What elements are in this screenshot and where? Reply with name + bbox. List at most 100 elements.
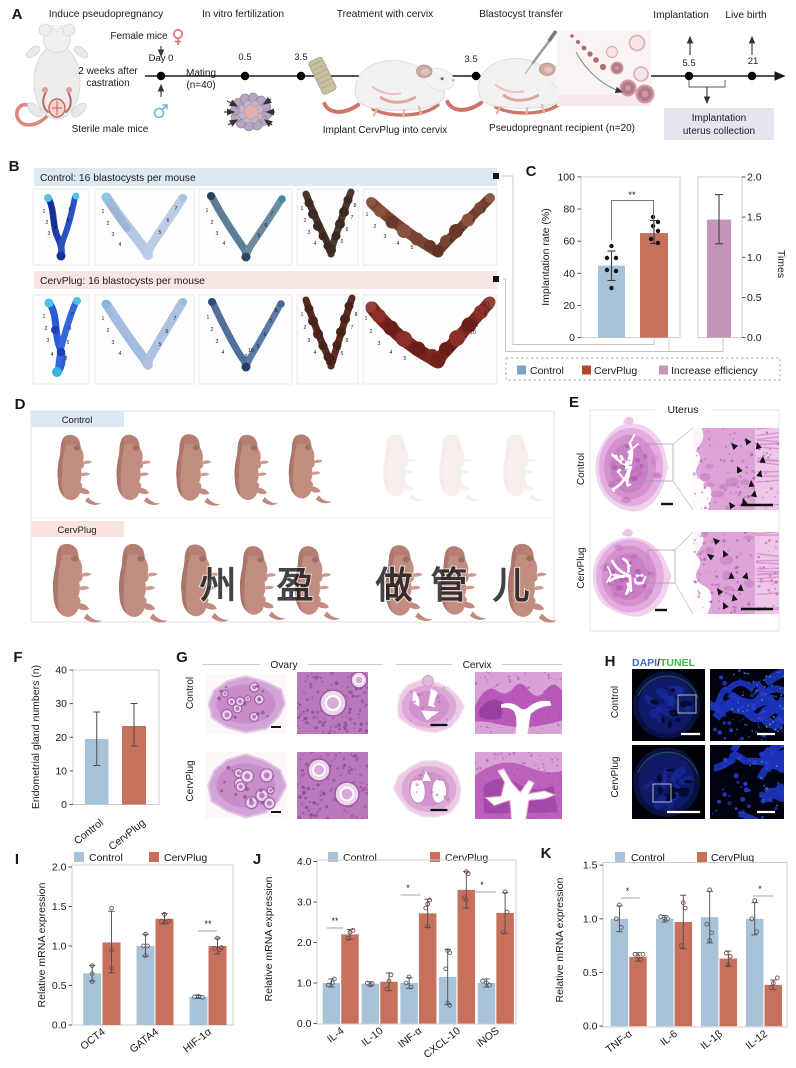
- svg-text:F: F: [13, 649, 22, 666]
- svg-text:3: 3: [308, 338, 311, 344]
- svg-text:CervPlug: CervPlug: [164, 852, 207, 864]
- svg-text:4: 4: [390, 350, 393, 356]
- svg-text:4: 4: [314, 241, 317, 247]
- svg-text:10: 10: [55, 765, 67, 777]
- svg-text:8: 8: [65, 356, 68, 362]
- svg-text:Control: Control: [62, 415, 93, 426]
- svg-text:5: 5: [67, 218, 70, 224]
- svg-text:*: *: [480, 880, 484, 890]
- svg-text:0.5: 0.5: [52, 980, 67, 992]
- svg-text:8: 8: [452, 346, 455, 352]
- svg-text:4: 4: [397, 241, 400, 247]
- svg-text:1.5: 1.5: [52, 901, 67, 913]
- svg-text:100: 100: [557, 171, 575, 183]
- svg-text:Control: Control: [89, 852, 123, 864]
- svg-text:6: 6: [69, 207, 72, 213]
- svg-text:1: 1: [301, 312, 304, 318]
- svg-text:7: 7: [351, 215, 354, 221]
- svg-text:Implantation: Implantation: [692, 113, 746, 124]
- svg-text:8: 8: [355, 312, 358, 318]
- svg-text:2: 2: [370, 329, 373, 335]
- svg-text:6: 6: [166, 329, 169, 335]
- svg-text:3: 3: [216, 231, 219, 237]
- svg-text:4: 4: [119, 242, 122, 248]
- svg-text:0: 0: [569, 332, 575, 344]
- svg-text:Female mice: Female mice: [110, 31, 168, 42]
- svg-text:7: 7: [465, 336, 468, 342]
- svg-text:0.0: 0.0: [583, 1021, 598, 1033]
- svg-text:8: 8: [354, 203, 357, 209]
- svg-text:6: 6: [346, 338, 349, 344]
- svg-text:A: A: [12, 6, 23, 23]
- svg-text:2: 2: [304, 218, 307, 224]
- svg-text:(n=40): (n=40): [186, 80, 215, 91]
- svg-text:0.5: 0.5: [238, 52, 251, 63]
- svg-text:8: 8: [450, 238, 453, 244]
- svg-text:4: 4: [51, 352, 54, 358]
- svg-text:60: 60: [563, 236, 575, 248]
- svg-text:CervPlug: 16 blastocysts per m: CervPlug: 16 blastocysts per mouse: [40, 276, 205, 287]
- svg-text:3: 3: [112, 340, 115, 346]
- svg-text:CervPlug: CervPlug: [445, 852, 488, 864]
- svg-text:Sterile male mice: Sterile male mice: [72, 124, 149, 135]
- svg-text:Treatment with cervix: Treatment with cervix: [337, 9, 433, 20]
- svg-text:6: 6: [346, 227, 349, 233]
- svg-text:1: 1: [207, 315, 210, 321]
- svg-text:9: 9: [483, 207, 486, 213]
- svg-text:州: 州: [200, 565, 237, 606]
- svg-text:10: 10: [248, 348, 254, 354]
- svg-text:4: 4: [54, 226, 57, 232]
- svg-text:*: *: [406, 883, 410, 893]
- svg-text:3: 3: [384, 234, 387, 240]
- svg-text:1: 1: [206, 208, 209, 214]
- svg-text:2.0: 2.0: [747, 172, 762, 184]
- svg-text:1: 1: [365, 316, 368, 322]
- svg-text:5: 5: [341, 239, 344, 245]
- svg-text:盈: 盈: [277, 565, 314, 606]
- svg-text:3: 3: [308, 230, 311, 236]
- svg-text:2 weeks after: 2 weeks after: [78, 66, 138, 77]
- svg-text:7: 7: [175, 206, 178, 212]
- svg-text:*: *: [626, 886, 630, 896]
- svg-text:3: 3: [48, 231, 51, 237]
- svg-text:Relative mRNA expression: Relative mRNA expression: [36, 882, 48, 1007]
- svg-text:3: 3: [112, 232, 115, 238]
- svg-text:1: 1: [301, 206, 304, 212]
- svg-text:7: 7: [270, 319, 273, 325]
- svg-text:2.0: 2.0: [297, 937, 312, 949]
- svg-text:castration: castration: [86, 78, 129, 89]
- svg-text:Implantation: Implantation: [653, 10, 709, 21]
- svg-text:Relative mRNA expression: Relative mRNA expression: [263, 876, 275, 1001]
- svg-text:5.5: 5.5: [682, 58, 695, 69]
- svg-text:CervPlug: CervPlug: [57, 525, 96, 536]
- svg-text:Endometrial gland numbers (n): Endometrial gland numbers (n): [30, 665, 42, 809]
- svg-text:Increase efficiency: Increase efficiency: [671, 365, 759, 377]
- svg-text:0.0: 0.0: [747, 332, 762, 344]
- svg-text:E: E: [569, 394, 579, 411]
- svg-text:2: 2: [304, 325, 307, 331]
- svg-text:In vitro fertilization: In vitro fertilization: [202, 9, 284, 20]
- svg-text:6: 6: [264, 332, 267, 338]
- svg-text:2: 2: [211, 220, 214, 226]
- svg-text:CervPlug: CervPlug: [576, 547, 587, 588]
- svg-text:Relative mRNA expression: Relative mRNA expression: [554, 877, 566, 1002]
- svg-text:Cervix: Cervix: [463, 660, 492, 671]
- svg-text:9: 9: [332, 356, 335, 362]
- svg-text:30: 30: [55, 698, 67, 710]
- svg-text:1: 1: [102, 316, 105, 322]
- svg-text:5: 5: [159, 230, 162, 236]
- svg-text:4: 4: [314, 350, 317, 356]
- svg-text:3: 3: [47, 338, 50, 344]
- svg-text:0.0: 0.0: [52, 1020, 67, 1032]
- svg-text:Live birth: Live birth: [725, 10, 766, 21]
- svg-text:20: 20: [55, 732, 67, 744]
- svg-text:5: 5: [258, 233, 261, 239]
- svg-text:2: 2: [374, 224, 377, 230]
- svg-text:6: 6: [167, 218, 170, 224]
- svg-text:B: B: [9, 158, 20, 175]
- svg-text:7: 7: [271, 211, 274, 217]
- svg-text:D: D: [15, 396, 26, 413]
- svg-text:做: 做: [375, 565, 413, 606]
- svg-text:5: 5: [67, 340, 70, 346]
- svg-text:1: 1: [43, 314, 46, 320]
